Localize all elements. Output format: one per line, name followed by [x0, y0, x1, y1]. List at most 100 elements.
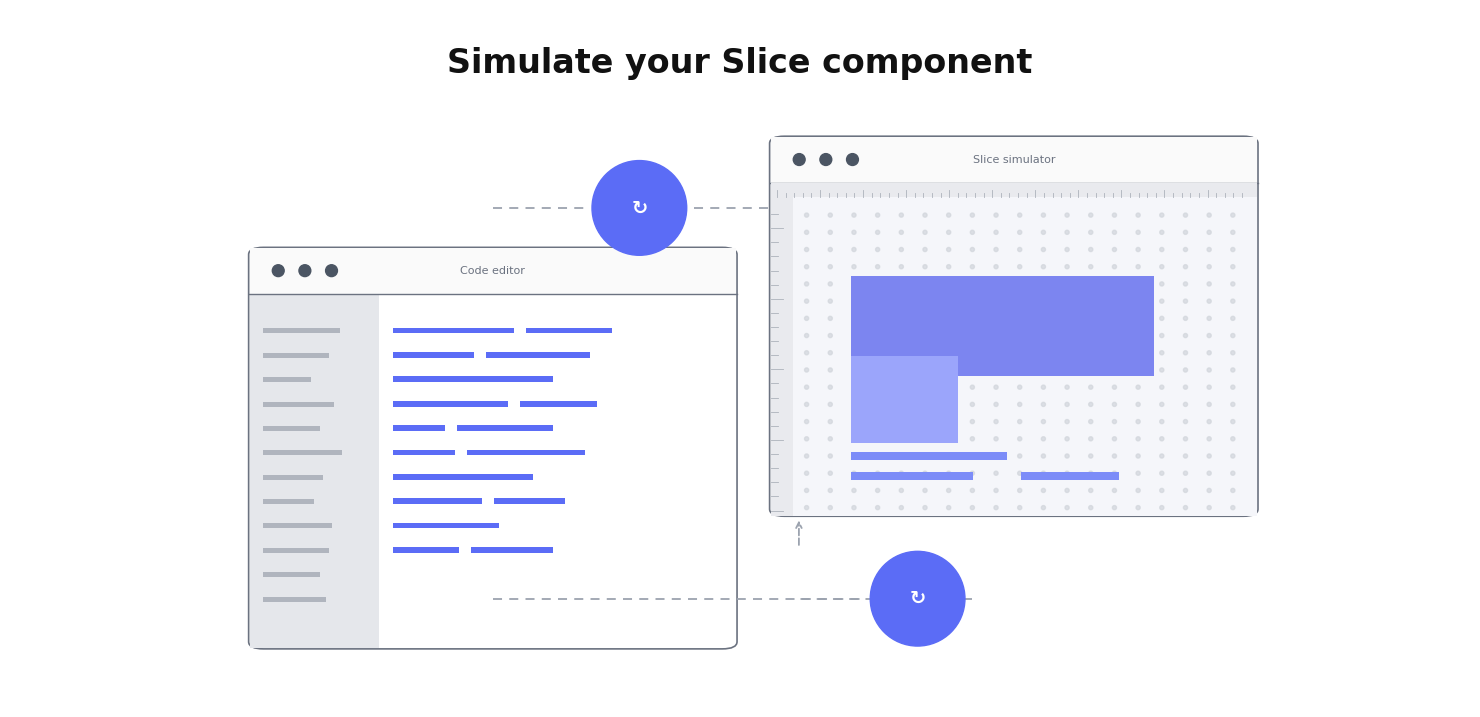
Ellipse shape: [1184, 488, 1187, 493]
Ellipse shape: [1231, 265, 1234, 269]
Ellipse shape: [1042, 282, 1045, 286]
Ellipse shape: [1042, 385, 1045, 389]
Ellipse shape: [852, 265, 855, 269]
Ellipse shape: [1042, 437, 1045, 441]
Ellipse shape: [924, 213, 926, 217]
Ellipse shape: [971, 402, 974, 407]
Ellipse shape: [876, 402, 879, 407]
Bar: [771, 183, 1257, 197]
Ellipse shape: [1231, 333, 1234, 338]
Ellipse shape: [1137, 488, 1140, 493]
Ellipse shape: [829, 437, 832, 441]
Ellipse shape: [876, 247, 879, 252]
Ellipse shape: [947, 437, 950, 441]
Ellipse shape: [1018, 282, 1021, 286]
Ellipse shape: [1208, 385, 1211, 389]
Bar: [851, 276, 1154, 376]
Ellipse shape: [876, 351, 879, 355]
Ellipse shape: [1042, 471, 1045, 475]
Ellipse shape: [829, 351, 832, 355]
Ellipse shape: [1137, 454, 1140, 458]
Ellipse shape: [1184, 351, 1187, 355]
Ellipse shape: [995, 316, 998, 320]
Ellipse shape: [1208, 505, 1211, 510]
Ellipse shape: [1231, 505, 1234, 510]
Ellipse shape: [1089, 316, 1092, 320]
Ellipse shape: [1208, 368, 1211, 372]
Ellipse shape: [852, 437, 855, 441]
Ellipse shape: [947, 488, 950, 493]
Bar: [851, 472, 974, 480]
Ellipse shape: [1137, 385, 1140, 389]
Ellipse shape: [1066, 385, 1069, 389]
Ellipse shape: [1089, 333, 1092, 338]
Ellipse shape: [1089, 213, 1092, 217]
Bar: [263, 548, 329, 553]
Bar: [392, 376, 552, 382]
Ellipse shape: [1160, 454, 1163, 458]
Ellipse shape: [1042, 419, 1045, 424]
Ellipse shape: [900, 368, 903, 372]
Ellipse shape: [1231, 213, 1234, 217]
Ellipse shape: [1208, 351, 1211, 355]
Ellipse shape: [1042, 333, 1045, 338]
Ellipse shape: [805, 282, 808, 286]
Ellipse shape: [971, 437, 974, 441]
Ellipse shape: [924, 230, 926, 234]
Ellipse shape: [805, 454, 808, 458]
Ellipse shape: [1160, 419, 1163, 424]
Ellipse shape: [805, 299, 808, 303]
Ellipse shape: [852, 333, 855, 338]
Bar: [263, 377, 311, 382]
Ellipse shape: [947, 454, 950, 458]
Ellipse shape: [947, 419, 950, 424]
Ellipse shape: [876, 213, 879, 217]
Ellipse shape: [1184, 247, 1187, 252]
Bar: [392, 498, 481, 504]
Ellipse shape: [1089, 471, 1092, 475]
Bar: [250, 294, 379, 648]
Ellipse shape: [1184, 213, 1187, 217]
Ellipse shape: [1160, 488, 1163, 493]
Ellipse shape: [900, 437, 903, 441]
Bar: [485, 352, 589, 358]
Ellipse shape: [900, 505, 903, 510]
Ellipse shape: [829, 471, 832, 475]
Ellipse shape: [1184, 282, 1187, 286]
Bar: [263, 597, 326, 602]
Bar: [392, 450, 454, 455]
FancyBboxPatch shape: [770, 136, 1258, 516]
Ellipse shape: [1160, 299, 1163, 303]
Text: Slice simulator: Slice simulator: [972, 155, 1055, 164]
Ellipse shape: [805, 333, 808, 338]
Ellipse shape: [829, 213, 832, 217]
Ellipse shape: [1066, 230, 1069, 234]
Ellipse shape: [1066, 316, 1069, 320]
Bar: [263, 572, 320, 577]
Ellipse shape: [971, 265, 974, 269]
Ellipse shape: [1018, 402, 1021, 407]
Ellipse shape: [924, 282, 926, 286]
Ellipse shape: [1208, 437, 1211, 441]
Ellipse shape: [1066, 265, 1069, 269]
Ellipse shape: [1089, 488, 1092, 493]
Ellipse shape: [1231, 368, 1234, 372]
FancyBboxPatch shape: [249, 247, 737, 649]
Ellipse shape: [1137, 282, 1140, 286]
Ellipse shape: [995, 454, 998, 458]
Ellipse shape: [876, 316, 879, 320]
Ellipse shape: [971, 299, 974, 303]
Ellipse shape: [971, 471, 974, 475]
Ellipse shape: [1066, 419, 1069, 424]
Ellipse shape: [876, 437, 879, 441]
Ellipse shape: [947, 213, 950, 217]
Ellipse shape: [1018, 471, 1021, 475]
Ellipse shape: [1160, 471, 1163, 475]
Ellipse shape: [876, 488, 879, 493]
Ellipse shape: [1160, 385, 1163, 389]
Bar: [456, 425, 552, 431]
Ellipse shape: [1208, 419, 1211, 424]
Ellipse shape: [1089, 454, 1092, 458]
Ellipse shape: [995, 368, 998, 372]
Ellipse shape: [1066, 505, 1069, 510]
